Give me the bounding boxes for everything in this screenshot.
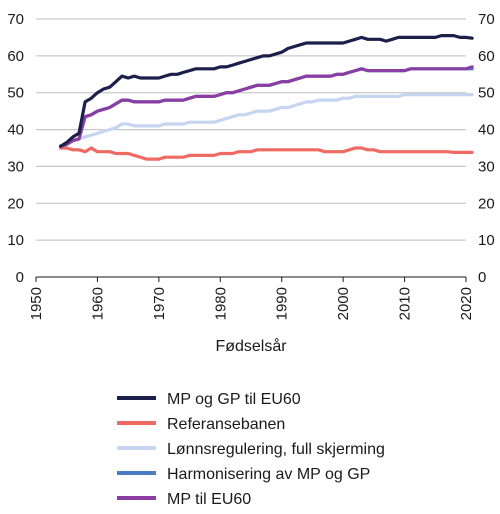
x-tick-2020: 2020: [458, 287, 475, 320]
y-tick-left-0: 0: [16, 269, 24, 286]
axes: [35, 276, 467, 282]
y-tick-labels-left: 0 10 20 30 40 50 60 70: [7, 11, 24, 286]
series-line-mp-til-eu60: [58, 65, 474, 148]
series-lines: [58, 33, 474, 161]
y-tick-right-70: 70: [478, 11, 495, 28]
y-tick-left-10: 10: [7, 232, 24, 249]
y-tick-right-20: 20: [478, 195, 495, 212]
legend-label-harmonisering-av-mp-og-gp: Harmonisering av MP og GP: [167, 466, 370, 483]
y-tick-left-60: 60: [7, 48, 24, 65]
y-tick-right-30: 30: [478, 158, 495, 175]
series-line-harmonisering-av-mp-og-gp: [58, 67, 474, 148]
x-tick-2010: 2010: [397, 287, 414, 320]
x-tick-labels: 1950 1960 1970 1980 1990 2000 2010 2020: [28, 287, 475, 320]
y-tick-right-0: 0: [478, 269, 486, 286]
y-tick-right-50: 50: [478, 85, 495, 102]
legend-label-mp-og-gp-til-eu60: MP og GP til EU60: [167, 391, 301, 408]
legend: MP og GP til EU60 Referansebanen Lønnsregu…: [117, 391, 385, 508]
y-tick-left-70: 70: [7, 11, 24, 28]
x-tick-1970: 1970: [151, 287, 168, 320]
x-tick-1950: 1950: [28, 287, 45, 320]
y-tick-right-60: 60: [478, 48, 495, 65]
y-tick-right-10: 10: [478, 232, 495, 249]
legend-label-mp-til-eu60: MP til EU60: [167, 491, 251, 508]
series-line-l-nnsregulering-full-skjerming: [58, 92, 474, 148]
y-tick-labels-right: 0 10 20 30 40 50 60 70: [478, 11, 495, 286]
series-line-referansebanen: [58, 146, 474, 161]
y-tick-left-30: 30: [7, 158, 24, 175]
y-tick-left-50: 50: [7, 85, 24, 102]
y-tick-right-40: 40: [478, 122, 495, 139]
legend-label-referansebanen: Referansebanen: [167, 416, 285, 433]
legend-label-l-nnsregulering-full-skjerming: Lønnsregulering, full skjerming: [167, 441, 385, 458]
gridlines: [36, 18, 466, 241]
x-tick-1980: 1980: [212, 287, 229, 320]
x-tick-1990: 1990: [274, 287, 291, 320]
x-axis-title: Fødselsår: [215, 337, 287, 355]
y-tick-left-20: 20: [7, 195, 24, 212]
series-line-mp-og-gp-til-eu60: [58, 33, 474, 148]
x-tick-2000: 2000: [335, 287, 352, 320]
x-tick-1960: 1960: [89, 287, 106, 320]
y-tick-left-40: 40: [7, 122, 24, 139]
